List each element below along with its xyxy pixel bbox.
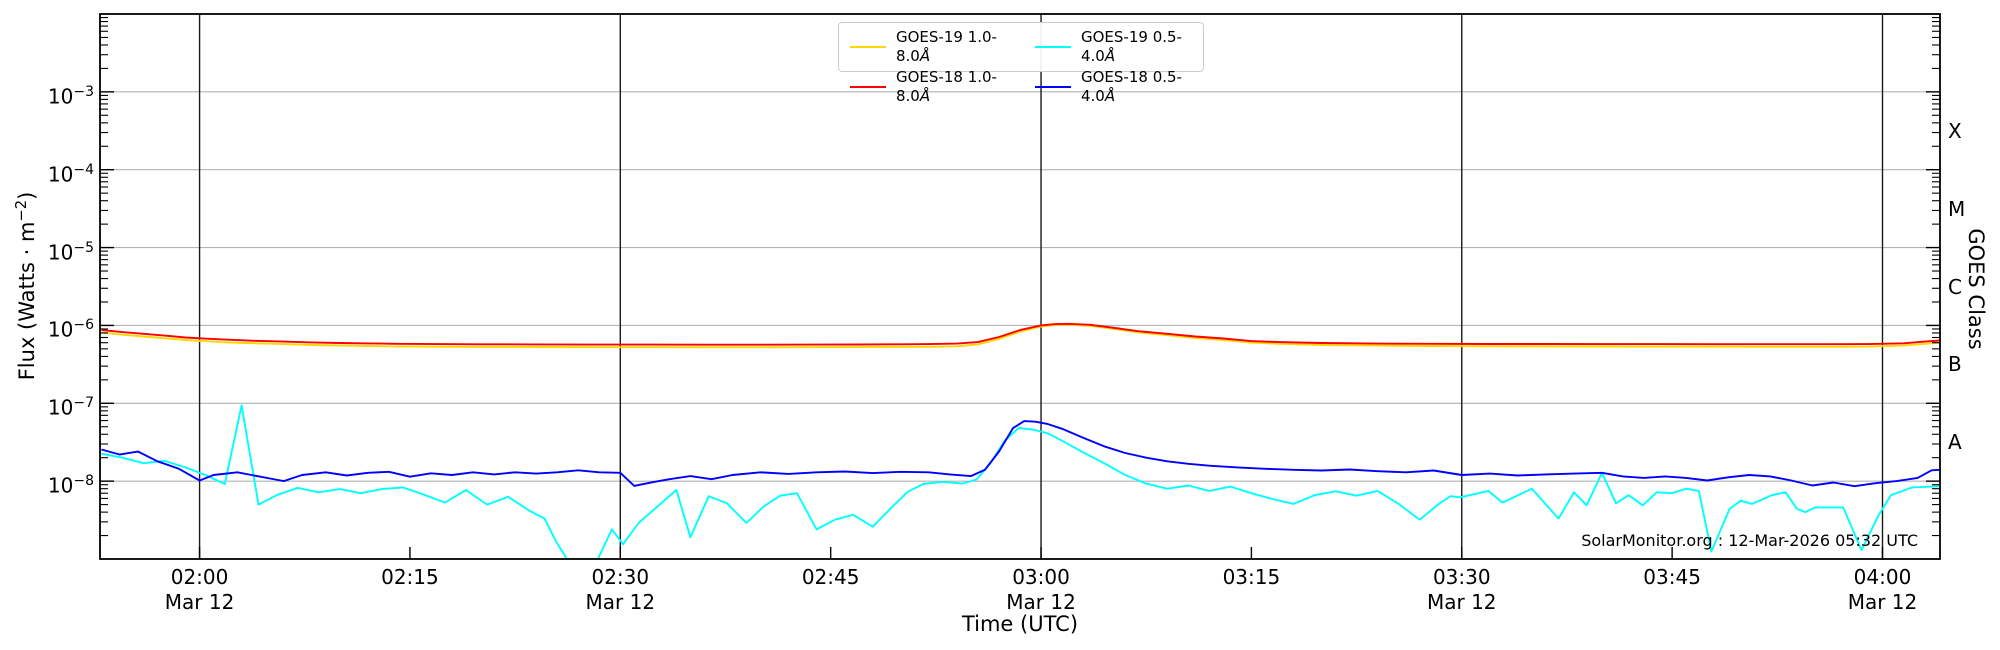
x-tick-label: 02:30 <box>591 565 650 589</box>
goes-class-letter-x: X <box>1948 118 1962 143</box>
x-tick-label: 04:00 <box>1853 565 1912 589</box>
series-line-goes18-short <box>101 420 1940 488</box>
watermark-text: SolarMonitor.org : 12-Mar-2026 05:32 UTC <box>1581 531 1918 550</box>
series-group <box>101 322 1940 559</box>
x-tick-date-label: Mar 12 <box>1847 590 1918 614</box>
legend-box: GOES-19 1.0-8.0Å GOES-19 0.5-4.0Å GOES-18 … <box>838 22 1204 105</box>
legend-item-goes19-long: GOES-19 1.0-8.0Å <box>850 28 1007 66</box>
x-tick-label: 03:00 <box>1012 565 1070 589</box>
x-tick-date-label: Mar 12 <box>1426 590 1497 614</box>
x-tick-label: 03:45 <box>1643 565 1701 589</box>
legend-swatch-goes18-long <box>850 86 886 88</box>
series-line-goes19-long <box>101 323 1940 349</box>
x-tick-date-label: Mar 12 <box>585 590 656 614</box>
goes-class-letter-c: C <box>1948 274 1962 299</box>
x-tick-label: 02:15 <box>381 565 439 589</box>
legend-label: GOES-18 0.5-4.0Å <box>1081 68 1182 105</box>
legend-label: GOES-18 1.0-8.0Å <box>896 68 997 105</box>
plot-border <box>99 13 1941 560</box>
goes-class-letter-b: B <box>1948 352 1962 377</box>
y-tick-label: 10−6 <box>47 317 94 343</box>
legend-item-goes19-short: GOES-19 0.5-4.0Å <box>1035 28 1192 66</box>
y-tick-label: 10−3 <box>47 83 94 109</box>
x-axis-title: Time (UTC) <box>961 612 1079 636</box>
legend-item-goes18-long: GOES-18 1.0-8.0Å <box>850 68 1007 106</box>
x-tick-label: 03:15 <box>1222 565 1281 589</box>
legend-label: GOES-19 0.5-4.0Å <box>1081 28 1182 65</box>
y-tick-label: 10−5 <box>47 239 94 265</box>
y-tick-label: 10−7 <box>47 395 94 420</box>
y-tick-label: 10−4 <box>47 161 94 187</box>
y-tick-label: 10−8 <box>47 473 94 498</box>
x-tick-date-label: Mar 12 <box>1006 590 1076 614</box>
series-line-goes19-short <box>101 404 1940 559</box>
legend-label: GOES-19 1.0-8.0Å <box>896 28 997 65</box>
legend-item-goes18-short: GOES-18 0.5-4.0Å <box>1035 68 1192 106</box>
y-axis-title: Flux (Watts · m−2) <box>13 191 39 381</box>
legend-swatch-goes19-long <box>850 46 886 48</box>
legend-swatch-goes19-short <box>1035 46 1071 48</box>
x-tick-date-label: Mar 12 <box>164 590 235 614</box>
series-line-goes18-long <box>101 322 1940 346</box>
legend-swatch-goes18-short <box>1035 86 1071 88</box>
x-tick-label: 02:45 <box>801 565 860 589</box>
goes-class-letter-m: M <box>1948 196 1966 221</box>
x-tick-label: 03:30 <box>1432 565 1491 589</box>
right-axis-title: GOES Class <box>1964 228 1988 350</box>
goes-class-letter-a: A <box>1948 430 1962 455</box>
x-tick-label: 02:00 <box>170 565 229 589</box>
